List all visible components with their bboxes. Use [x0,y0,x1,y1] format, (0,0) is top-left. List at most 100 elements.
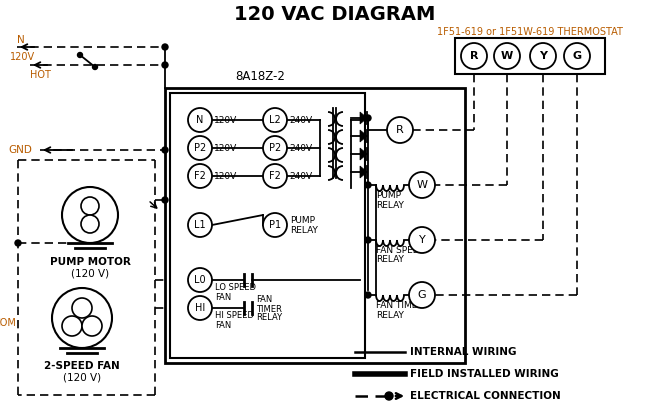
Text: 1F51-619 or 1F51W-619 THERMOSTAT: 1F51-619 or 1F51W-619 THERMOSTAT [437,27,623,37]
Bar [170,93,365,358]
Text: W: W [417,180,427,190]
Circle shape [92,65,98,70]
Text: PUMP: PUMP [376,191,401,199]
Circle shape [365,115,371,121]
Text: N: N [196,115,204,125]
Bar [165,88,465,363]
Polygon shape [360,148,367,160]
Circle shape [530,43,556,69]
Text: ELECTRICAL CONNECTION: ELECTRICAL CONNECTION [410,391,561,401]
Circle shape [263,164,287,188]
Text: P2: P2 [194,143,206,153]
Circle shape [461,43,487,69]
Circle shape [263,108,287,132]
Text: FAN: FAN [215,321,231,329]
Circle shape [365,182,371,188]
Text: FAN TIMER: FAN TIMER [376,300,423,310]
Bar [455,38,605,74]
Text: COM: COM [0,318,16,328]
Polygon shape [360,166,367,178]
Text: FAN: FAN [215,292,231,302]
Circle shape [387,117,413,143]
Text: (120 V): (120 V) [71,269,109,279]
Text: 120V: 120V [214,143,237,153]
Text: 240V: 240V [289,143,312,153]
Text: HI: HI [195,303,205,313]
Text: F2: F2 [194,171,206,181]
Text: INTERNAL WIRING: INTERNAL WIRING [410,347,517,357]
Circle shape [162,44,168,50]
Text: P2: P2 [269,143,281,153]
Text: PUMP: PUMP [290,215,315,225]
Circle shape [188,268,212,292]
Circle shape [409,282,435,308]
Polygon shape [360,130,367,142]
Circle shape [263,136,287,160]
Circle shape [385,392,393,400]
Circle shape [188,296,212,320]
Text: GND: GND [8,145,32,155]
Text: RELAY: RELAY [290,225,318,235]
Text: L2: L2 [269,115,281,125]
Text: P1: P1 [269,220,281,230]
Text: HOT: HOT [30,70,51,80]
Text: 120V: 120V [10,52,35,62]
Circle shape [564,43,590,69]
Circle shape [188,136,212,160]
Circle shape [15,240,21,246]
Circle shape [162,197,168,203]
Text: 8A18Z-2: 8A18Z-2 [235,70,285,83]
Circle shape [494,43,520,69]
Circle shape [188,108,212,132]
Text: R: R [470,51,478,61]
Text: N: N [17,35,25,45]
Circle shape [365,237,371,243]
Text: R: R [396,125,404,135]
Text: FAN: FAN [256,295,272,305]
Circle shape [78,52,82,57]
Circle shape [82,316,102,336]
Circle shape [188,213,212,237]
Circle shape [409,172,435,198]
Circle shape [365,292,371,298]
Text: 120V: 120V [214,116,237,124]
Text: (120 V): (120 V) [63,373,101,383]
Text: L0: L0 [194,275,206,285]
Circle shape [62,316,82,336]
Text: G: G [417,290,426,300]
Circle shape [162,62,168,68]
Circle shape [263,213,287,237]
Text: F2: F2 [269,171,281,181]
Text: RELAY: RELAY [376,256,404,264]
Circle shape [81,197,99,215]
Text: 2-SPEED FAN: 2-SPEED FAN [44,361,120,371]
Circle shape [162,147,168,153]
Text: FAN SPEED: FAN SPEED [376,246,425,254]
Text: LO: LO [66,321,78,331]
Text: FIELD INSTALLED WIRING: FIELD INSTALLED WIRING [410,369,559,379]
Text: PUMP MOTOR: PUMP MOTOR [50,257,131,267]
Text: W: W [501,51,513,61]
Polygon shape [360,112,367,124]
Text: HI: HI [87,321,97,331]
Circle shape [81,215,99,233]
Text: Y: Y [419,235,425,245]
Circle shape [52,288,112,348]
Circle shape [72,298,92,318]
Text: RELAY: RELAY [376,201,404,210]
Text: RELAY: RELAY [376,310,404,320]
Text: HI SPEED: HI SPEED [215,311,254,321]
Text: 240V: 240V [289,171,312,181]
Text: 120V: 120V [214,171,237,181]
Text: L1: L1 [194,220,206,230]
Text: LO SPEED: LO SPEED [215,284,256,292]
Text: G: G [572,51,582,61]
Circle shape [188,164,212,188]
Text: TIMER: TIMER [256,305,282,313]
Circle shape [62,187,118,243]
Text: 120 VAC DIAGRAM: 120 VAC DIAGRAM [234,5,436,23]
Text: RELAY: RELAY [256,313,282,323]
Text: Y: Y [539,51,547,61]
Text: 240V: 240V [289,116,312,124]
Circle shape [409,227,435,253]
